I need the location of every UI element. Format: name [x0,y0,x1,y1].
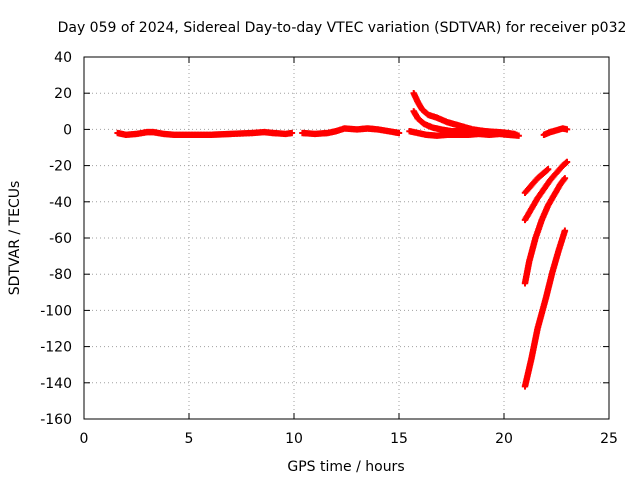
x-tick-label: 15 [390,431,408,447]
y-tick-label: -100 [40,303,72,319]
y-axis-label: SDTVAR / TECUs [7,181,23,296]
data-point [561,175,569,182]
y-tick-label: -40 [49,195,72,211]
series-arc-7 [521,166,552,196]
data-point [288,129,296,137]
y-tick-label: 40 [54,50,72,66]
x-tick-label: 25 [600,431,618,447]
axis-ticks: 0 5 10 15 20 25 40 20 0 -20 -40 -60 -80 -100 -120 -140 -… [40,50,618,447]
x-tick-label: 0 [80,431,89,447]
data-point [511,130,518,138]
grid [84,57,609,419]
x-tick-label: 20 [495,431,513,447]
data-point [563,158,571,166]
series-arc-2 [299,125,403,138]
x-axis-label: GPS time / hours [287,459,404,475]
chart-title: Day 059 of 2024, Sidereal Day-to-day VTE… [58,20,627,36]
x-tick-label: 5 [185,431,194,447]
y-tick-label: -140 [40,376,72,392]
data-point [563,126,571,133]
data-point [395,129,403,137]
data-points [114,90,571,390]
x-tick-label: 10 [285,431,303,447]
y-tick-label: -60 [49,231,72,247]
y-tick-label: -80 [49,267,72,283]
y-tick-label: -20 [49,159,72,175]
y-tick-label: 0 [63,122,72,138]
series-arc-5 [410,108,518,138]
series-arc-9 [521,175,569,287]
series-arc-8 [521,158,571,224]
plot-frame [83,56,610,420]
series-arc-1 [114,128,296,139]
series-arc-6 [540,125,571,139]
y-tick-label: 20 [54,86,72,102]
y-tick-label: -160 [40,412,72,428]
series-arc-10 [521,227,569,390]
y-tick-label: -120 [40,340,72,356]
data-point [561,227,569,234]
data-point [544,166,552,173]
